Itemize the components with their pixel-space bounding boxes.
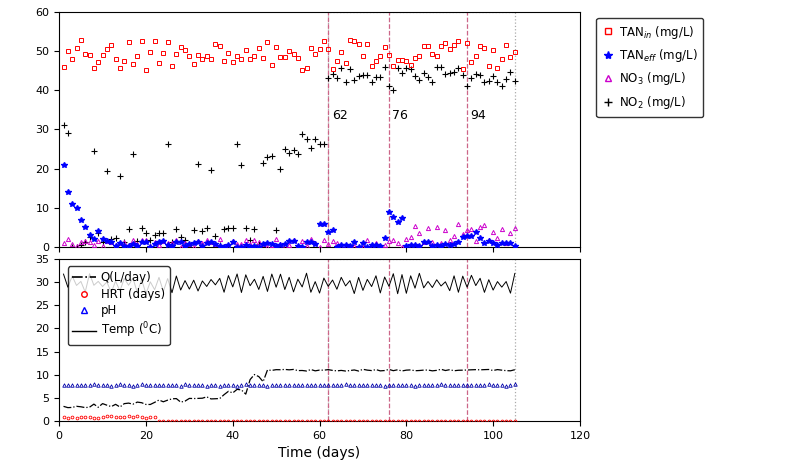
Legend: Q(L/day), HRT (days), pH, Temp ($^0$C): Q(L/day), HRT (days), pH, Temp ($^0$C) bbox=[68, 266, 170, 345]
Legend: TAN$_{in}$ (mg/L), TAN$_{eff}$ (mg/L), NO$_3$ (mg/L), NO$_2$ (mg/L): TAN$_{in}$ (mg/L), TAN$_{eff}$ (mg/L), N… bbox=[596, 18, 703, 117]
Text: 94: 94 bbox=[470, 109, 486, 122]
Text: 76: 76 bbox=[392, 109, 409, 122]
X-axis label: Time (days): Time (days) bbox=[279, 446, 361, 461]
Text: 62: 62 bbox=[331, 109, 347, 122]
